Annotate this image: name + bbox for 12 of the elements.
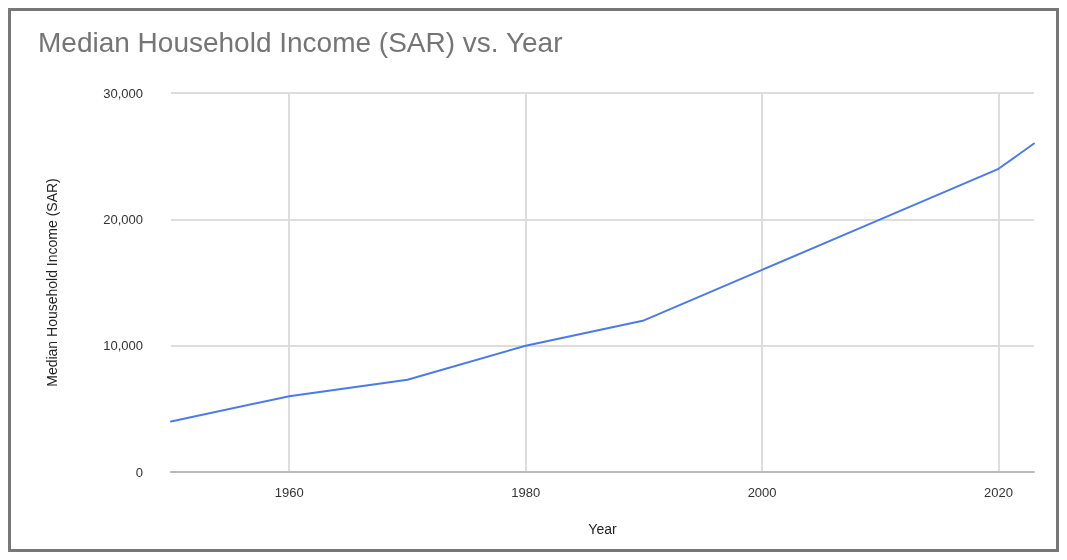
- y-tick-label: 30,000: [103, 85, 143, 101]
- line-series: [170, 142, 1035, 423]
- x-tick-label: 1980: [511, 485, 541, 500]
- y-tick-label: 0: [135, 464, 143, 480]
- y-tick-label: 20,000: [103, 211, 143, 227]
- chart-title: Median Household Income (SAR) vs. Year: [38, 26, 563, 58]
- x-tick-label: 2020: [984, 485, 1013, 500]
- y-axis-title: Median Household Income (SAR): [44, 178, 60, 387]
- x-tick-label: 1960: [274, 485, 304, 500]
- x-tick-label: 2000: [747, 485, 777, 500]
- x-axis-title: Year: [588, 521, 617, 537]
- y-tick-label: 10,000: [103, 338, 143, 354]
